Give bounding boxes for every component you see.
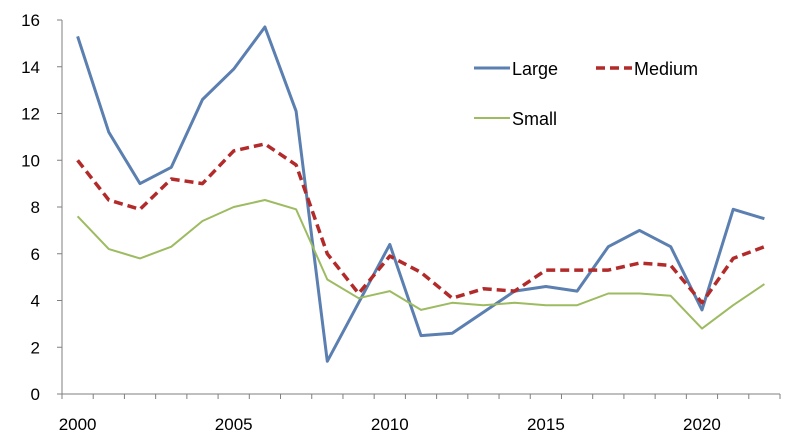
y-tick-label: 8 <box>31 198 40 217</box>
series-line-medium <box>76 142 766 305</box>
y-tick-label: 10 <box>21 151 40 170</box>
x-tick-label: 2005 <box>215 415 253 434</box>
legend-label-large: Large <box>512 59 558 79</box>
legend-label-small: Small <box>512 109 557 129</box>
series-layer <box>76 25 766 363</box>
x-tick-label: 2010 <box>371 415 409 434</box>
series-line-large <box>76 25 765 363</box>
y-tick-label: 4 <box>31 292 40 311</box>
y-tick-label: 2 <box>31 338 40 357</box>
y-tick-label: 14 <box>21 58 40 77</box>
y-tick-label: 0 <box>31 385 40 404</box>
series-line-small <box>76 199 765 330</box>
x-tick-label: 2015 <box>527 415 565 434</box>
x-tick-label: 2020 <box>683 415 721 434</box>
x-tick-label: 2000 <box>59 415 97 434</box>
y-tick-label: 16 <box>21 11 40 30</box>
legend-label-medium: Medium <box>634 59 698 79</box>
y-tick-label: 6 <box>31 245 40 264</box>
axes: 0 2 4 6 8 10 12 14 16 2000 2005 2010 2015 2020 <box>21 11 781 434</box>
y-tick-label: 12 <box>21 105 40 124</box>
legend: Large Medium Small <box>474 59 698 129</box>
